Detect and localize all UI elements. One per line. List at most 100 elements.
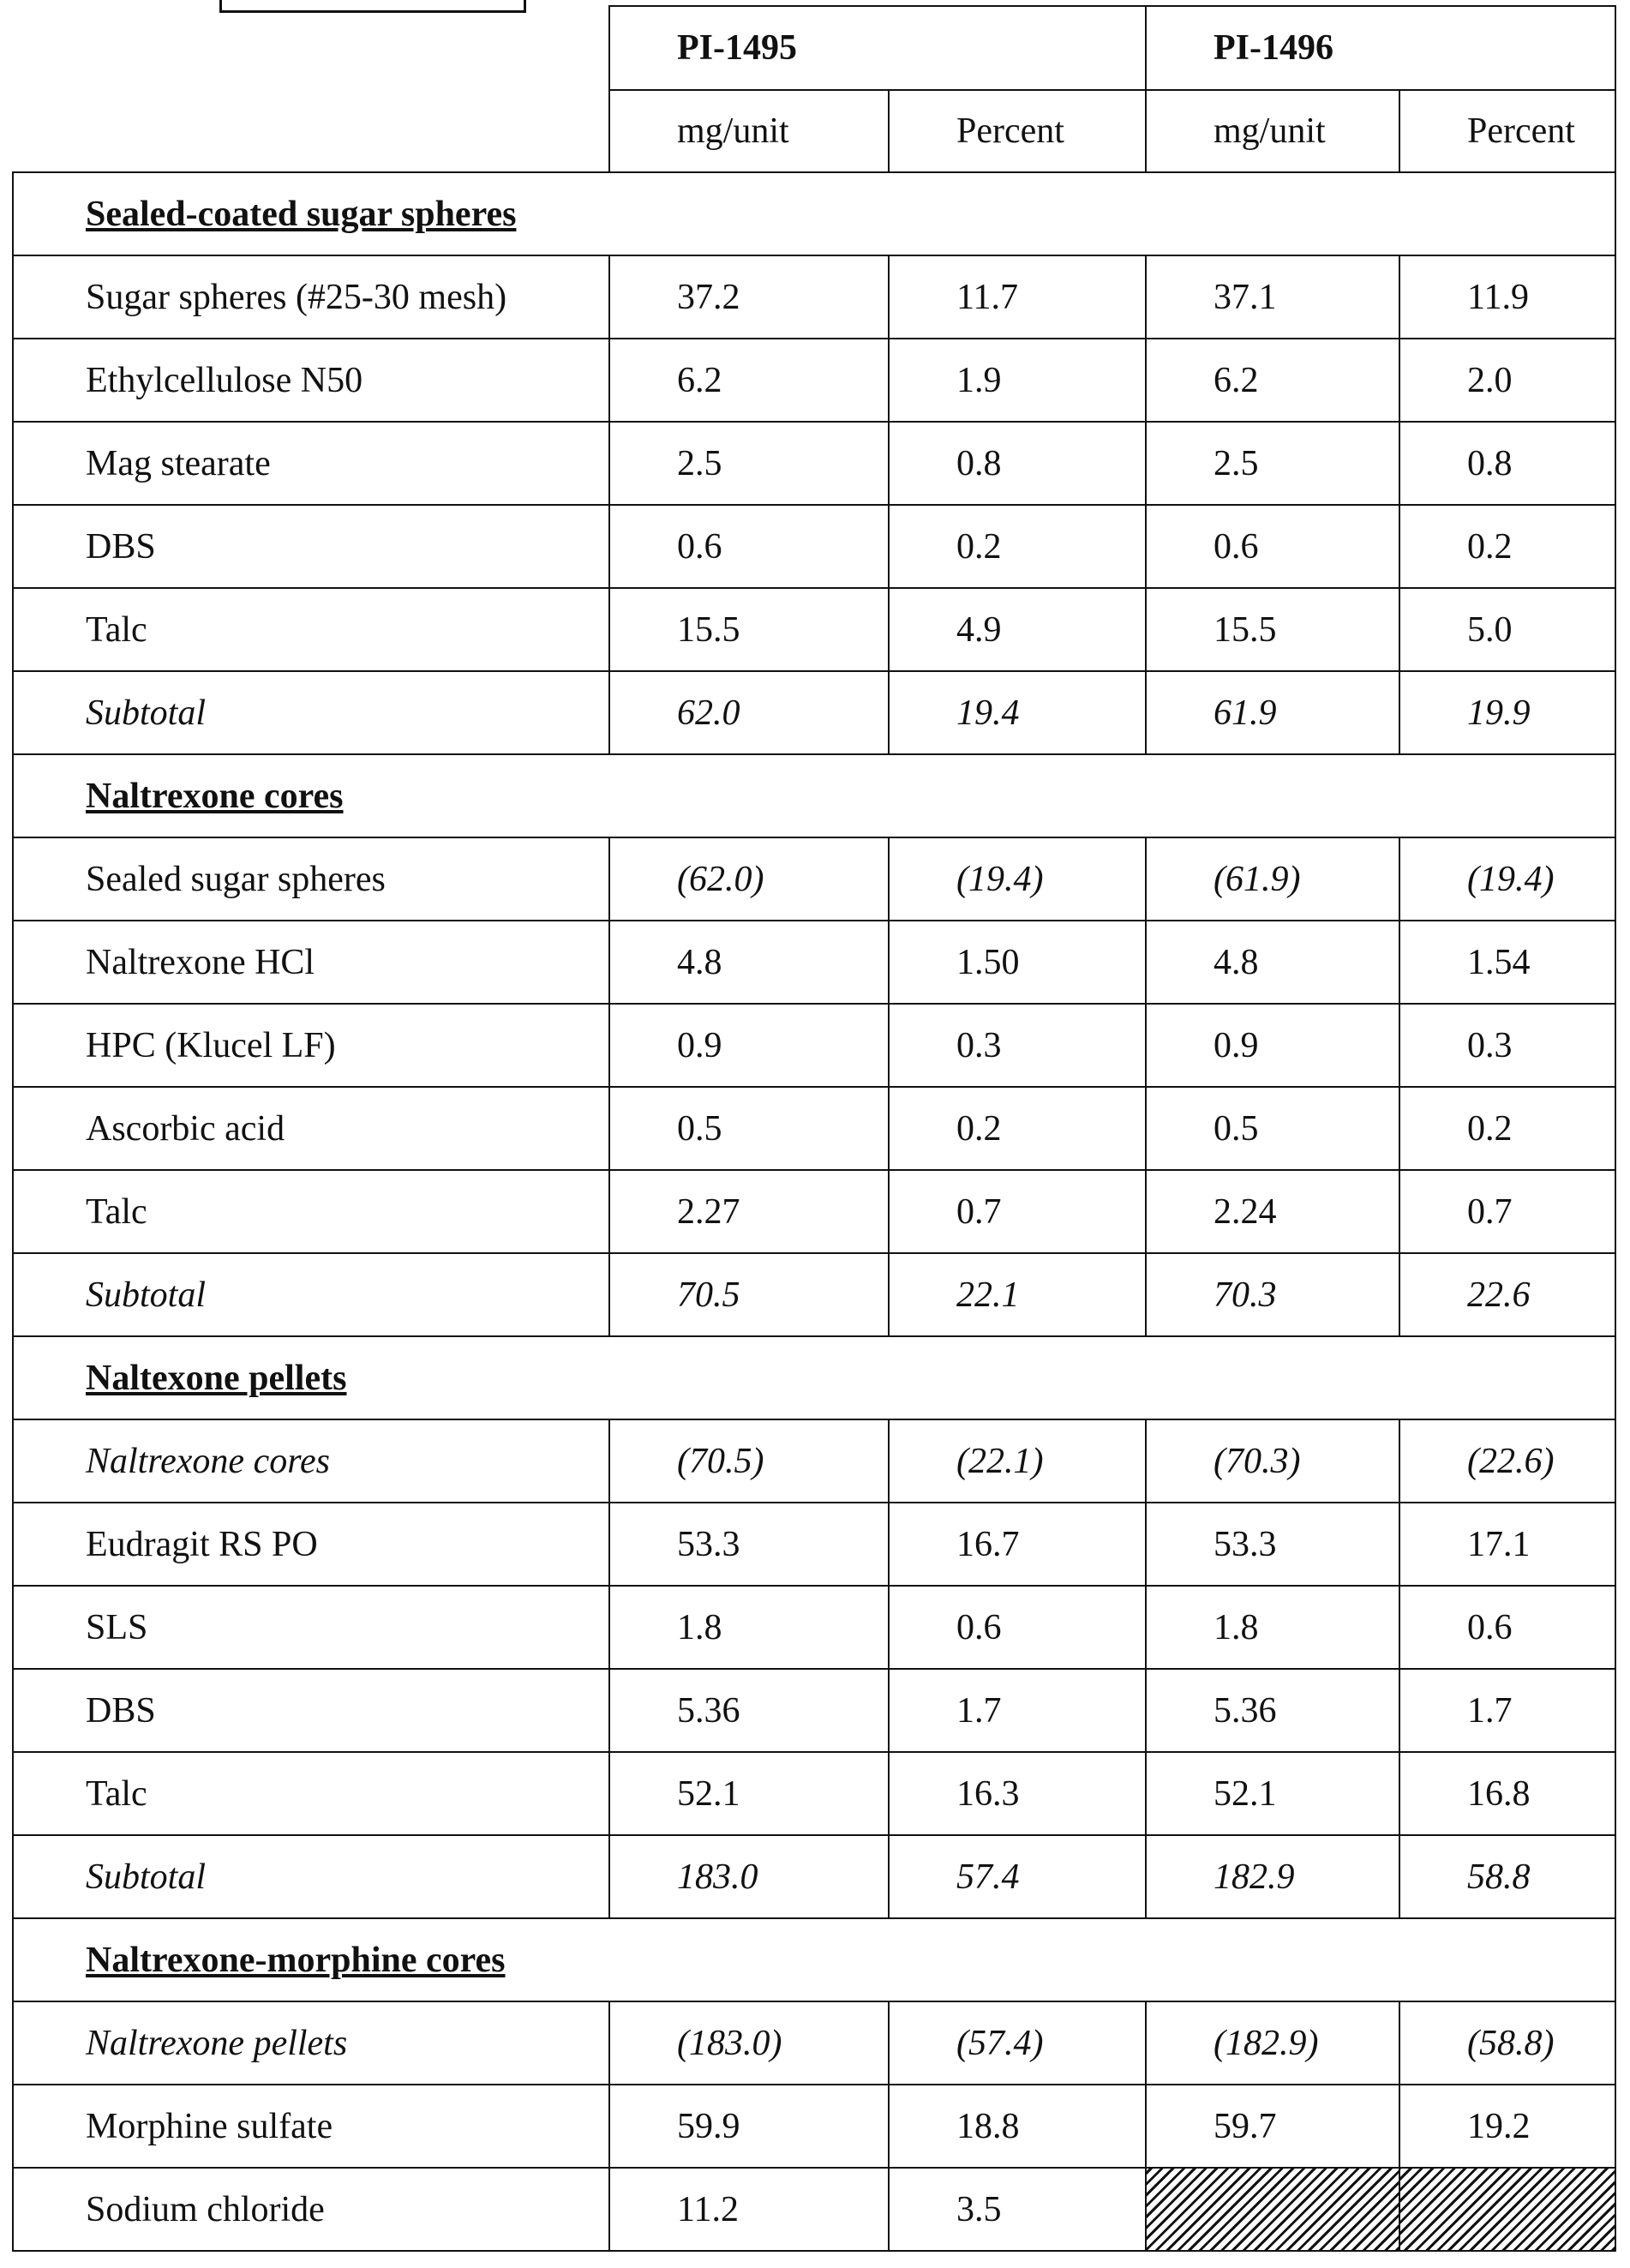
mg-unit-cell: 0.5 bbox=[1145, 1086, 1400, 1171]
percent-cell: 19.2 bbox=[1399, 2084, 1616, 2169]
table-row: SLS 1.8 0.6 1.8 0.6 bbox=[12, 1585, 1616, 1670]
mg-unit-cell: 0.6 bbox=[1145, 504, 1400, 589]
mg-unit-cell: 37.1 bbox=[1145, 255, 1400, 339]
percent-cell: 22.1 bbox=[888, 1252, 1147, 1337]
mg-unit-cell: 5.36 bbox=[608, 1668, 890, 1753]
percent-cell: 0.8 bbox=[888, 421, 1147, 506]
percent-cell: 0.2 bbox=[1399, 1086, 1616, 1171]
formulation-table: PI-1495 PI-1496 mg/unit Percent mg/unit … bbox=[12, 5, 1616, 2252]
percent-cell: 16.8 bbox=[1399, 1751, 1616, 1836]
percent-cell: 5.0 bbox=[1399, 587, 1616, 672]
unit-header-row: mg/unit Percent mg/unit Percent bbox=[13, 89, 1616, 173]
mg-unit-cell: 2.27 bbox=[608, 1169, 890, 1254]
percent-cell: (22.6) bbox=[1399, 1419, 1616, 1503]
mg-unit-cell: (62.0) bbox=[608, 837, 890, 921]
percent-cell: 11.9 bbox=[1399, 255, 1616, 339]
ingredient-label: Subtotal bbox=[12, 1834, 610, 1919]
ingredient-label: Ascorbic acid bbox=[12, 1086, 610, 1171]
table-row: Talc 15.5 4.9 15.5 5.0 bbox=[12, 587, 1616, 672]
hatched-empty-cell bbox=[1145, 2167, 1400, 2252]
mg-unit-cell: (182.9) bbox=[1145, 2001, 1400, 2085]
corner-cell bbox=[13, 90, 609, 172]
column-header-percent: Percent bbox=[888, 89, 1147, 173]
section-row: Naltrexone-morphine cores bbox=[12, 1917, 1616, 2002]
table-row: HPC (Klucel LF) 0.9 0.3 0.9 0.3 bbox=[12, 1003, 1616, 1088]
percent-cell: 2.0 bbox=[1399, 338, 1616, 423]
percent-cell: 19.4 bbox=[888, 670, 1147, 755]
percent-cell: 0.7 bbox=[1399, 1169, 1616, 1254]
percent-cell: 4.9 bbox=[888, 587, 1147, 672]
lot-header-pi-1496: PI-1496 bbox=[1145, 5, 1616, 91]
mg-unit-cell: 0.9 bbox=[1145, 1003, 1400, 1088]
section-title-naltexone-pellets: Naltexone pellets bbox=[12, 1335, 1616, 1420]
corner-cell bbox=[13, 6, 609, 90]
percent-cell: 1.50 bbox=[888, 920, 1147, 1005]
mg-unit-cell: 59.7 bbox=[1145, 2084, 1400, 2169]
table-row: Naltrexone pellets (183.0) (57.4) (182.9) (5… bbox=[12, 2001, 1616, 2085]
ingredient-label: Sealed sugar spheres bbox=[12, 837, 610, 921]
lot-header-pi-1495: PI-1495 bbox=[608, 5, 1147, 91]
mg-unit-cell: 2.24 bbox=[1145, 1169, 1400, 1254]
percent-cell: (57.4) bbox=[888, 2001, 1147, 2085]
mg-unit-cell: 6.2 bbox=[1145, 338, 1400, 423]
ingredient-label: Naltrexone pellets bbox=[12, 2001, 610, 2085]
percent-cell: 0.2 bbox=[888, 1086, 1147, 1171]
mg-unit-cell: 11.2 bbox=[608, 2167, 890, 2252]
percent-cell: (22.1) bbox=[888, 1419, 1147, 1503]
mg-unit-cell: 182.9 bbox=[1145, 1834, 1400, 1919]
ingredient-label: Eudragit RS PO bbox=[12, 1502, 610, 1587]
mg-unit-cell: (183.0) bbox=[608, 2001, 890, 2085]
mg-unit-cell: 61.9 bbox=[1145, 670, 1400, 755]
mg-unit-cell: 59.9 bbox=[608, 2084, 890, 2169]
hatched-empty-cell bbox=[1399, 2167, 1616, 2252]
ingredient-label: Naltrexone cores bbox=[12, 1419, 610, 1503]
percent-cell: 1.7 bbox=[888, 1668, 1147, 1753]
mg-unit-cell: 37.2 bbox=[608, 255, 890, 339]
table-row: Talc 2.27 0.7 2.24 0.7 bbox=[12, 1169, 1616, 1254]
percent-cell: 1.54 bbox=[1399, 920, 1616, 1005]
table-row: Talc 52.1 16.3 52.1 16.8 bbox=[12, 1751, 1616, 1836]
column-header-percent: Percent bbox=[1399, 89, 1616, 173]
table-row: Mag stearate 2.5 0.8 2.5 0.8 bbox=[12, 421, 1616, 506]
mg-unit-cell: (70.5) bbox=[608, 1419, 890, 1503]
ingredient-label: SLS bbox=[12, 1585, 610, 1670]
mg-unit-cell: (61.9) bbox=[1145, 837, 1400, 921]
table-row: Naltrexone cores (70.5) (22.1) (70.3) (22.6) bbox=[12, 1419, 1616, 1503]
ingredient-label: Sugar spheres (#25-30 mesh) bbox=[12, 255, 610, 339]
section-title-naltrexone-morphine-cores: Naltrexone-morphine cores bbox=[12, 1917, 1616, 2002]
mg-unit-cell: 2.5 bbox=[1145, 421, 1400, 506]
percent-cell: 0.3 bbox=[1399, 1003, 1616, 1088]
header-box-fragment bbox=[219, 0, 526, 13]
mg-unit-cell: 62.0 bbox=[608, 670, 890, 755]
mg-unit-cell: 52.1 bbox=[608, 1751, 890, 1836]
ingredient-label: Subtotal bbox=[12, 670, 610, 755]
percent-cell: 1.9 bbox=[888, 338, 1147, 423]
percent-cell: 0.6 bbox=[888, 1585, 1147, 1670]
percent-cell: 18.8 bbox=[888, 2084, 1147, 2169]
lot-header-row: PI-1495 PI-1496 bbox=[13, 5, 1616, 91]
table-row: Morphine sulfate 59.9 18.8 59.7 19.2 bbox=[12, 2084, 1616, 2169]
mg-unit-cell: 2.5 bbox=[608, 421, 890, 506]
percent-cell: 0.2 bbox=[888, 504, 1147, 589]
section-row: Naltrexone cores bbox=[12, 753, 1616, 838]
column-header-mg-unit: mg/unit bbox=[608, 89, 890, 173]
table-row: Subtotal 70.5 22.1 70.3 22.6 bbox=[12, 1252, 1616, 1337]
percent-cell: 11.7 bbox=[888, 255, 1147, 339]
percent-cell: 0.8 bbox=[1399, 421, 1616, 506]
mg-unit-cell: 4.8 bbox=[1145, 920, 1400, 1005]
section-title-naltrexone-cores: Naltrexone cores bbox=[12, 753, 1616, 838]
mg-unit-cell: 15.5 bbox=[1145, 587, 1400, 672]
table-row: Subtotal 62.0 19.4 61.9 19.9 bbox=[12, 670, 1616, 755]
ingredient-label: HPC (Klucel LF) bbox=[12, 1003, 610, 1088]
mg-unit-cell: 4.8 bbox=[608, 920, 890, 1005]
table-row: DBS 5.36 1.7 5.36 1.7 bbox=[12, 1668, 1616, 1753]
mg-unit-cell: 70.3 bbox=[1145, 1252, 1400, 1337]
section-row: Sealed-coated sugar spheres bbox=[12, 171, 1616, 256]
mg-unit-cell: 15.5 bbox=[608, 587, 890, 672]
table-row: Eudragit RS PO 53.3 16.7 53.3 17.1 bbox=[12, 1502, 1616, 1587]
table-row: DBS 0.6 0.2 0.6 0.2 bbox=[12, 504, 1616, 589]
percent-cell: 19.9 bbox=[1399, 670, 1616, 755]
table-row: Ascorbic acid 0.5 0.2 0.5 0.2 bbox=[12, 1086, 1616, 1171]
ingredient-label: Subtotal bbox=[12, 1252, 610, 1337]
table-row: Ethylcellulose N50 6.2 1.9 6.2 2.0 bbox=[12, 338, 1616, 423]
